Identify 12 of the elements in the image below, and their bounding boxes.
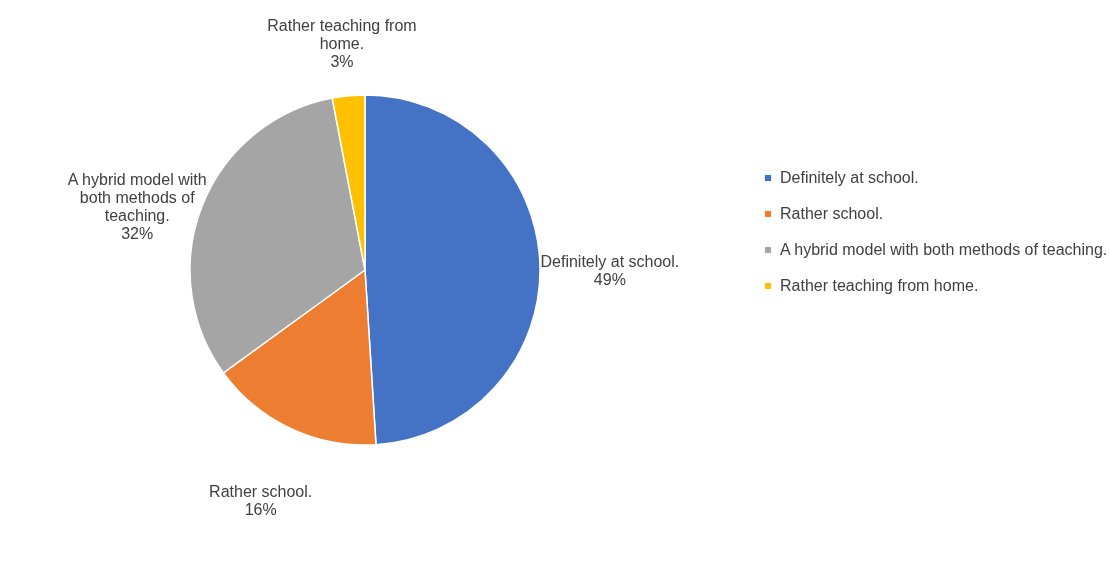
legend-label: Rather school. bbox=[780, 205, 884, 222]
slice-label: Rather school. bbox=[209, 482, 313, 500]
legend-label: A hybrid model with both methods of teaching. bbox=[780, 241, 1108, 258]
legend-label: Rather teaching from home. bbox=[780, 277, 979, 294]
legend-label: Definitely at school. bbox=[780, 169, 919, 186]
data-label: 3% bbox=[330, 53, 354, 71]
slice-label: Rather teaching from home. bbox=[267, 17, 417, 53]
data-label: 16% bbox=[244, 500, 277, 518]
slice-label: A hybrid model with both methods of teaching. bbox=[67, 170, 207, 224]
data-label: 32% bbox=[121, 224, 154, 242]
slice-label: Definitely at school. bbox=[540, 253, 680, 271]
data-label: 49% bbox=[593, 271, 626, 289]
